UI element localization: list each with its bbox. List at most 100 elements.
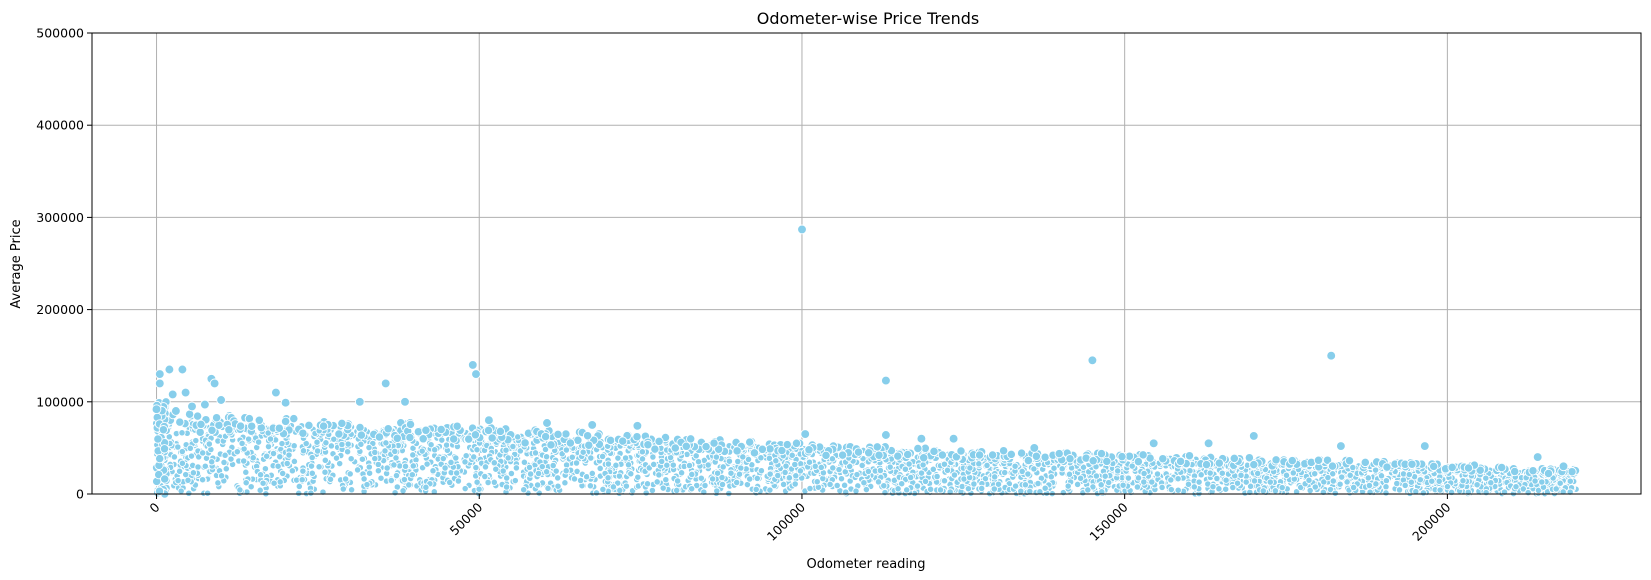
data-point (285, 451, 293, 459)
data-point (826, 480, 834, 489)
data-point (596, 464, 604, 473)
data-point (926, 485, 935, 493)
data-point (1237, 471, 1245, 479)
data-point (356, 430, 367, 440)
data-point (1174, 475, 1182, 483)
data-point (318, 421, 329, 431)
data-point (1246, 488, 1254, 496)
data-point (853, 470, 861, 479)
data-point (991, 473, 999, 481)
data-point (681, 441, 691, 451)
data-point (422, 483, 430, 491)
data-point (544, 484, 552, 492)
data-point (745, 437, 755, 447)
data-point (471, 369, 481, 379)
data-point (618, 436, 628, 446)
data-point (864, 467, 873, 476)
data-point (917, 469, 926, 477)
data-points (151, 224, 1581, 499)
data-point (259, 479, 267, 487)
data-point (454, 477, 463, 485)
data-point (1249, 459, 1259, 470)
data-point (1372, 480, 1380, 488)
data-point (1305, 476, 1313, 484)
data-point (167, 389, 178, 400)
data-point (174, 443, 182, 451)
data-point (270, 479, 278, 487)
data-point (542, 418, 552, 428)
data-point (1531, 477, 1539, 485)
data-point (175, 467, 184, 475)
data-point (439, 454, 447, 463)
data-point (374, 432, 385, 442)
data-point (321, 468, 329, 476)
data-point (222, 465, 230, 473)
data-point (271, 387, 281, 398)
data-point (1024, 470, 1032, 478)
data-point (400, 396, 410, 407)
data-point (1336, 480, 1344, 488)
data-point (670, 443, 680, 453)
data-point (158, 425, 169, 435)
data-point (1287, 455, 1297, 466)
data-point (330, 435, 338, 443)
data-point (254, 438, 263, 446)
data-point (418, 434, 428, 444)
data-point (638, 455, 647, 463)
data-point (452, 421, 462, 431)
data-point (634, 473, 642, 481)
data-point (881, 488, 889, 497)
data-point (175, 417, 185, 427)
data-point (353, 466, 362, 474)
data-point (1365, 481, 1374, 490)
data-point (777, 445, 787, 456)
data-point (1567, 467, 1577, 477)
data-point (1447, 488, 1456, 497)
data-point (1016, 448, 1027, 458)
data-point (649, 453, 657, 461)
data-point (974, 450, 985, 460)
y-axis-label: Average Price (9, 219, 24, 308)
data-point (1271, 487, 1280, 495)
data-point (307, 489, 315, 497)
data-point (903, 449, 913, 460)
data-point (586, 482, 595, 490)
x-tick-label: 100000 (764, 499, 808, 543)
data-point (244, 413, 255, 424)
data-point (358, 455, 367, 463)
data-point (708, 475, 717, 483)
data-point (753, 474, 761, 483)
y-tick-label: 100000 (36, 394, 84, 409)
data-point (313, 447, 322, 455)
data-point (247, 483, 255, 491)
data-point (235, 421, 246, 431)
data-point (1222, 485, 1230, 493)
data-point (1242, 478, 1250, 486)
data-point (774, 471, 782, 480)
data-point (654, 436, 664, 447)
data-point (355, 422, 365, 433)
data-point (948, 433, 959, 444)
data-point (713, 487, 721, 495)
data-point (374, 467, 383, 475)
data-point (1041, 484, 1049, 492)
data-point (785, 474, 794, 482)
data-point (1124, 474, 1133, 482)
data-point (624, 461, 633, 469)
data-point (744, 455, 753, 464)
data-point (919, 461, 927, 469)
data-point (1519, 485, 1527, 493)
data-point (462, 452, 470, 460)
data-point (199, 449, 207, 457)
data-point (405, 481, 413, 489)
data-point (1331, 489, 1339, 497)
data-point (791, 438, 802, 448)
data-point (621, 454, 630, 462)
data-point (792, 472, 800, 480)
data-point (1435, 477, 1443, 485)
data-point (520, 438, 530, 448)
data-point (473, 478, 481, 486)
data-point (860, 479, 868, 487)
data-point (638, 448, 647, 456)
